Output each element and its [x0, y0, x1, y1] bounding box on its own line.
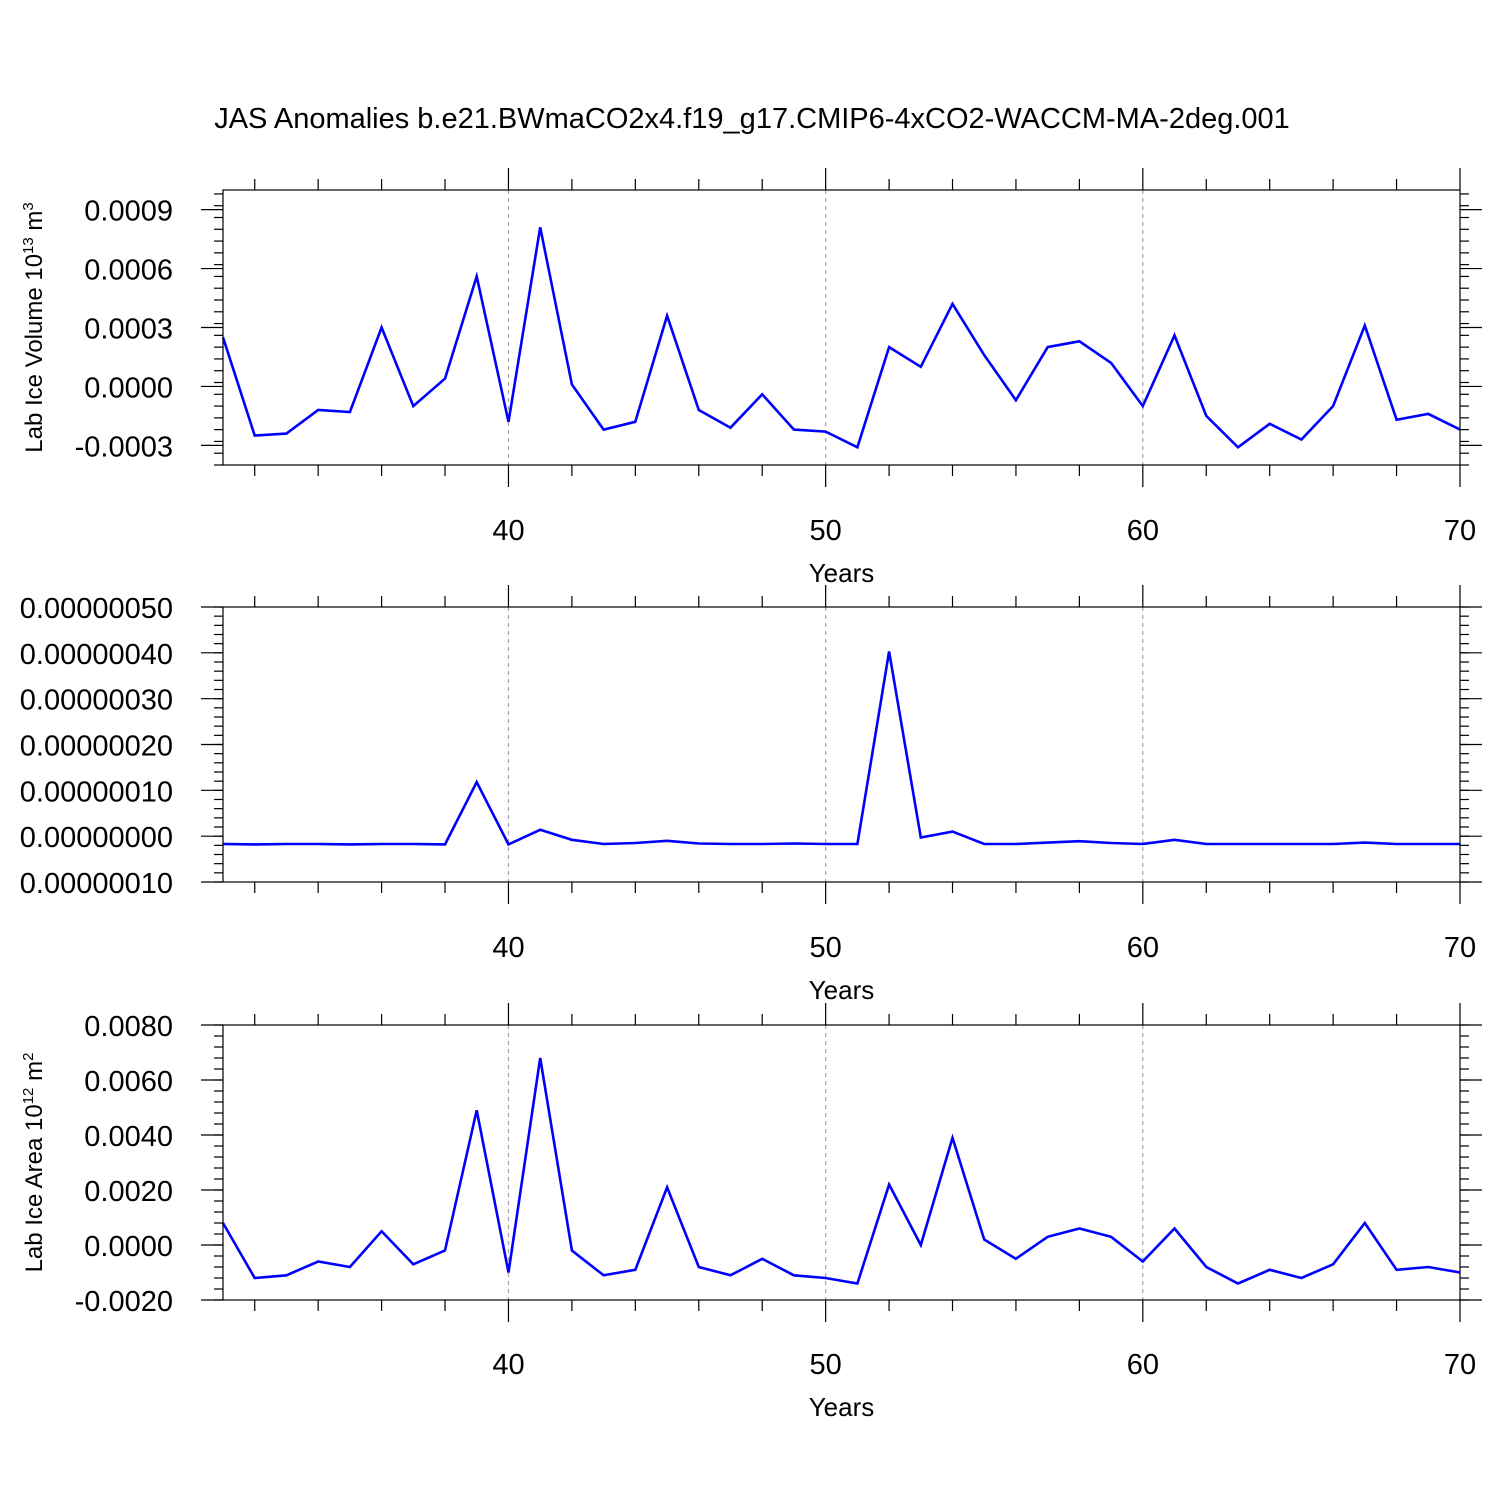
x-tick-label: 60: [1127, 1349, 1159, 1381]
x-axis-label: Years: [809, 1392, 875, 1422]
y-tick-label: 0.00000040: [20, 639, 173, 671]
chart-panel-2: 0.00000010 0.00000000 0.00000010 0.00000020…: [20, 585, 1482, 1005]
series-line: [221, 1057, 1461, 1285]
x-tick-label: 40: [492, 932, 524, 964]
y-tick-label: 0.0009: [84, 196, 173, 228]
x-tick-label: 40: [492, 1349, 524, 1381]
y-tick-label: 0.0003: [84, 314, 173, 346]
x-tick-label: 70: [1444, 515, 1476, 547]
series-line: [222, 651, 1460, 847]
y-tick-label: 0.00000030: [20, 685, 173, 717]
panels: -0.0003 0.0000 0.0003 0.0006 0.0009 40 50 60 70 Y…: [20, 168, 1482, 1422]
y-tick-label: 0.0060: [84, 1066, 173, 1098]
x-tick-label: 50: [810, 1349, 842, 1381]
y-tick-label: 0.00000010: [20, 868, 173, 900]
x-tick-label: 40: [492, 515, 524, 547]
y-tick-label: -0.0020: [75, 1286, 173, 1318]
plot-frame: [222, 1024, 1461, 1301]
x-tick-label: 60: [1127, 932, 1159, 964]
plot-frame: [222, 189, 1461, 466]
x-tick-label: 70: [1444, 932, 1476, 964]
y-tick-label: 0.00000050: [20, 593, 173, 625]
y-tick-label: 0.0040: [84, 1121, 173, 1153]
y-tick-label: 0.0006: [84, 255, 173, 287]
y-tick-label: 0.0080: [84, 1011, 173, 1043]
series-line: [221, 227, 1461, 450]
y-axis-label: Lab Ice Area 1012 m2: [20, 1053, 48, 1273]
x-tick-label: 50: [810, 932, 842, 964]
y-tick-label: 0.0000: [84, 372, 173, 404]
x-tick-label: 60: [1127, 515, 1159, 547]
x-tick-label: 50: [810, 515, 842, 547]
figure-title: JAS Anomalies b.e21.BWmaCO2x4.f19_g17.CM…: [214, 103, 1290, 135]
chart-panel-3: -0.0020 0.0000 0.0020 0.0040 0.0060 0.0080 40 5…: [20, 1003, 1482, 1422]
x-axis-label: Years: [809, 558, 875, 588]
x-axis-label: Years: [809, 975, 875, 1005]
y-axis-label: Lab Ice Volume 1013 m3: [20, 202, 48, 453]
y-tick-label: 0.0020: [84, 1176, 173, 1208]
y-tick-label: -0.0003: [75, 431, 173, 463]
y-tick-label: 0.0000: [84, 1231, 173, 1263]
y-tick-label: 0.00000020: [20, 731, 173, 763]
y-tick-label: 0.00000010: [20, 776, 173, 808]
y-tick-label: 0.00000000: [20, 822, 173, 854]
chart-panel-1: -0.0003 0.0000 0.0003 0.0006 0.0009 40 50 60 70 Y…: [20, 168, 1482, 588]
plot-frame: [222, 606, 1461, 883]
x-tick-label: 70: [1444, 1349, 1476, 1381]
